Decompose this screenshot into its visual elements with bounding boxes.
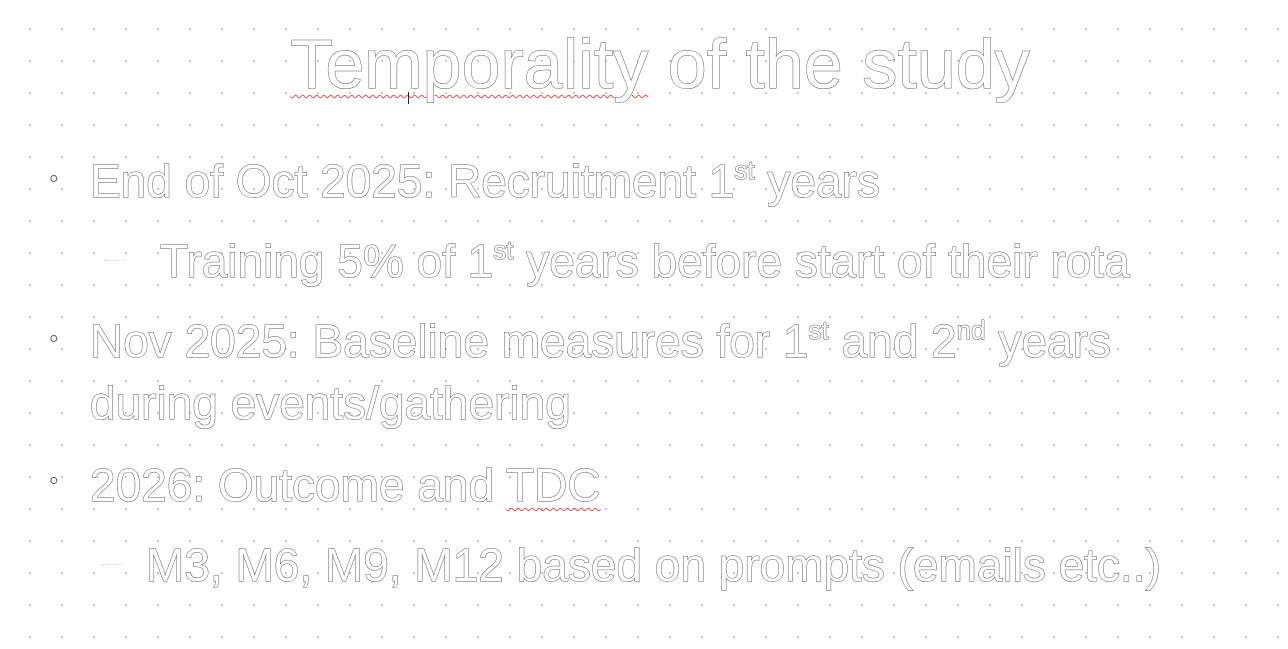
bullet-item-3[interactable]: 2026: Outcome and TDC <box>90 454 602 516</box>
sub-bullet-marker-1 <box>104 260 126 261</box>
bullet-2-sup2: nd <box>956 315 986 345</box>
bullet-2-line2: during events/gathering <box>90 377 572 430</box>
bullet-2-mid: and 2 <box>828 315 957 368</box>
slide-title[interactable]: Temporality of the study <box>0 24 1288 104</box>
bullet-1-text: End of Oct 2025: Recruitment 1 <box>89 155 735 208</box>
bullet-2-after: years <box>985 315 1112 368</box>
sub-bullet-2-text: M3, M6, M9, M12 based on prompts (emails… <box>146 539 1162 592</box>
bullet-1-sup: st <box>734 155 755 185</box>
bullet-2-sup: st <box>808 315 829 345</box>
bullet-marker-2: • <box>50 326 59 351</box>
bullet-item-1[interactable]: End of Oct 2025: Recruitment 1st years <box>89 150 881 212</box>
sub-bullet-item-1[interactable]: Training 5% of 1st years before start of… <box>159 230 1130 292</box>
text-cursor <box>408 92 409 104</box>
bullet-item-2-line-2[interactable]: during events/gathering <box>90 372 572 434</box>
bullet-marker-1: • <box>50 166 59 191</box>
bullet-marker-3: • <box>50 468 59 493</box>
sub-bullet-1-sup: st <box>493 235 514 265</box>
bullet-3-flagged-word: TDC <box>506 459 602 512</box>
bullet-2-text: Nov 2025: Baseline measures for 1 <box>90 315 810 368</box>
bullet-3-text: 2026: Outcome and <box>90 459 506 512</box>
sub-bullet-item-2[interactable]: M3, M6, M9, M12 based on prompts (emails… <box>146 534 1162 596</box>
title-misspelled-word: Temporality <box>290 25 649 104</box>
title-rest: of the study <box>648 25 1030 104</box>
sub-bullet-marker-2 <box>100 564 122 565</box>
sub-bullet-1-text: Training 5% of 1 <box>159 235 494 288</box>
sub-bullet-1-after: years before start of their rota <box>513 235 1130 288</box>
bullet-1-after: years <box>754 155 881 208</box>
bullet-item-2[interactable]: Nov 2025: Baseline measures for 1st and … <box>90 310 1112 372</box>
